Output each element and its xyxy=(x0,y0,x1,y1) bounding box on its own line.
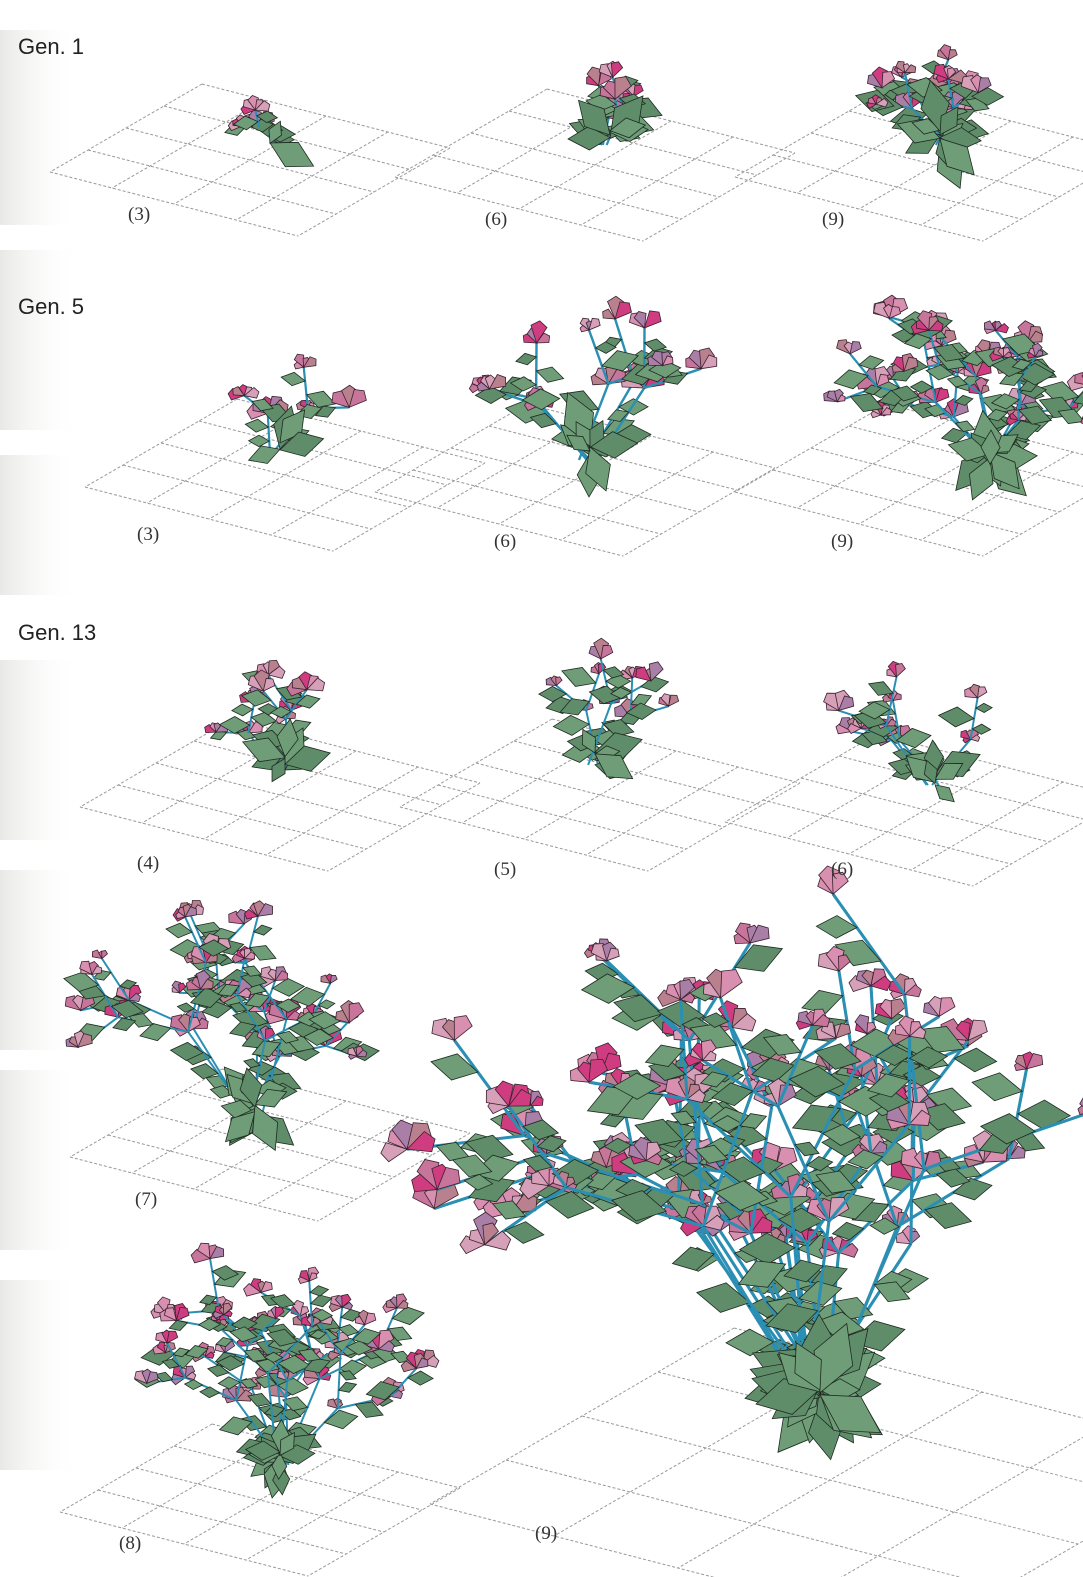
leaf xyxy=(562,667,596,686)
petal xyxy=(721,970,743,998)
petal xyxy=(349,1003,364,1023)
leaf xyxy=(939,707,974,727)
leaf xyxy=(869,682,893,696)
panel-label: (4) xyxy=(137,853,159,874)
panel-label: (8) xyxy=(119,1533,141,1554)
leaf xyxy=(935,785,954,802)
ground-grid xyxy=(430,1328,1083,1577)
leaf xyxy=(113,1018,136,1031)
leaf xyxy=(339,1382,357,1392)
panel-label: (6) xyxy=(485,209,507,230)
petal xyxy=(556,677,562,686)
generation-label: Gen. 5 xyxy=(18,294,84,319)
leaf xyxy=(185,1380,203,1390)
petal xyxy=(896,663,906,676)
petal xyxy=(1078,1105,1083,1114)
leaf xyxy=(270,142,314,166)
petal xyxy=(102,950,108,958)
leaf xyxy=(976,703,992,712)
petal xyxy=(601,645,613,658)
petal xyxy=(978,687,987,698)
generation-label: Gen. 1 xyxy=(18,34,84,59)
leaf xyxy=(311,1295,332,1307)
petal xyxy=(611,62,622,78)
leaf xyxy=(248,1393,271,1406)
panel-label: (6) xyxy=(494,531,516,552)
stem xyxy=(102,959,129,1000)
leaf xyxy=(253,1106,278,1151)
leaf xyxy=(169,1320,187,1330)
leaf xyxy=(200,1387,219,1398)
leaf xyxy=(536,367,563,382)
plant-renderings xyxy=(50,45,1083,1577)
leaf xyxy=(281,372,305,385)
panel-label: (5) xyxy=(494,859,516,880)
petal xyxy=(167,1331,178,1343)
panel-label: (9) xyxy=(535,1523,557,1544)
panel-label: (3) xyxy=(137,524,159,545)
petal xyxy=(948,50,957,60)
figure-page: Gen. 1 Gen. 5 Gen. 13 (3) (6) (9) (3) (6… xyxy=(0,0,1083,1577)
panel-label: (7) xyxy=(135,1189,157,1210)
leaf xyxy=(310,1286,328,1296)
petal xyxy=(669,695,679,706)
leaf xyxy=(431,1054,478,1080)
leaf xyxy=(672,1247,714,1270)
petal xyxy=(330,975,337,983)
panel-label: (3) xyxy=(128,204,150,225)
leaf xyxy=(254,925,272,935)
leaf xyxy=(1058,409,1083,423)
leaf xyxy=(245,419,268,432)
leaf xyxy=(516,353,537,364)
leaf xyxy=(249,435,270,447)
petal xyxy=(454,1016,472,1041)
leaf xyxy=(972,1073,1022,1101)
panel-label: (6) xyxy=(831,859,853,880)
panel-label: (9) xyxy=(822,209,844,230)
petal xyxy=(179,983,186,993)
petal xyxy=(645,311,662,328)
leaf xyxy=(324,1410,357,1429)
generation-label: Gen. 13 xyxy=(18,620,96,645)
leaf xyxy=(249,446,280,464)
panel-label: (9) xyxy=(831,531,853,552)
petal xyxy=(939,998,955,1017)
page-edge-shading xyxy=(0,30,80,1470)
leaf xyxy=(232,704,253,716)
petal xyxy=(589,318,600,330)
